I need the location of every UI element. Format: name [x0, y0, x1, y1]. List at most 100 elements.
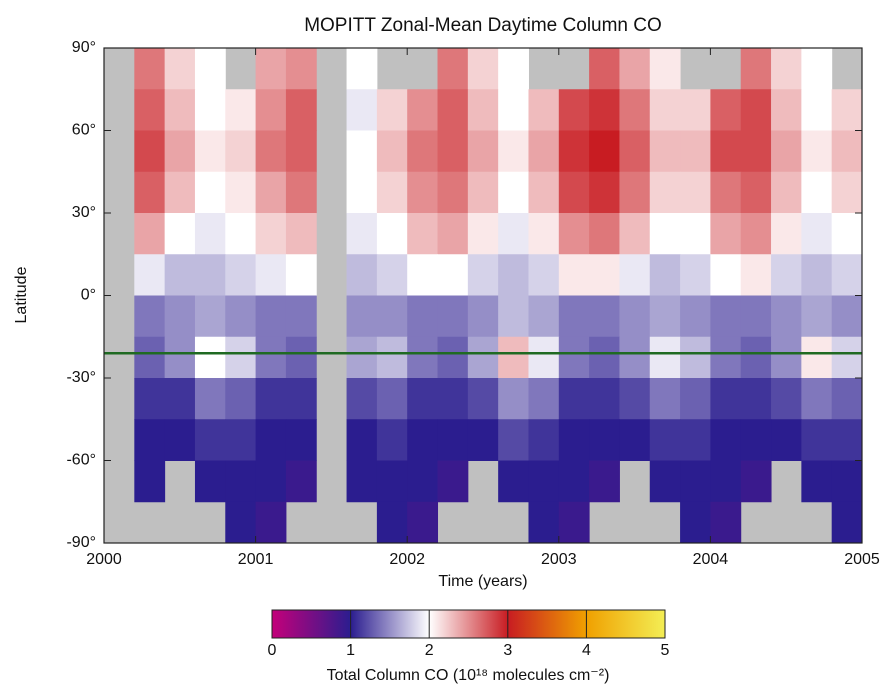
heatmap-cell	[801, 89, 833, 131]
heatmap-cell	[558, 130, 590, 173]
heatmap-cell	[255, 171, 287, 214]
heatmap-cell	[437, 378, 469, 420]
heatmap-cell	[134, 254, 166, 296]
x-tick-label: 2003	[541, 551, 577, 568]
heatmap-cell	[225, 419, 257, 461]
heatmap-cell	[164, 254, 196, 296]
heatmap-cell	[498, 378, 529, 420]
heatmap-cell	[407, 171, 439, 214]
heatmap-cell	[255, 336, 287, 379]
heatmap-cell	[225, 295, 257, 338]
heatmap-cell	[437, 336, 469, 379]
heatmap-cell	[498, 213, 529, 255]
heatmap-cell	[225, 254, 257, 296]
heatmap-cell	[771, 89, 802, 131]
heatmap-cell	[801, 419, 833, 461]
heatmap-cell	[619, 378, 651, 420]
heatmap-cell	[801, 460, 833, 503]
heatmap-cell	[831, 295, 863, 338]
heatmap-cell	[589, 89, 620, 131]
chart-title: MOPITT Zonal-Mean Daytime Column CO	[304, 15, 662, 36]
heatmap-cell	[771, 419, 802, 461]
heatmap-cell	[467, 89, 499, 131]
heatmap-cell	[771, 295, 802, 338]
heatmap-cell	[285, 336, 317, 379]
heatmap-cell	[467, 48, 499, 90]
heatmap-cell	[346, 254, 378, 296]
heatmap-cell	[255, 378, 287, 420]
heatmap-cell	[528, 295, 560, 338]
heatmap-cell	[740, 419, 772, 461]
heatmap-cell	[558, 336, 590, 379]
heatmap-cell	[437, 254, 469, 296]
heatmap-cell	[619, 419, 651, 461]
heatmap-cell	[801, 130, 833, 173]
heatmap-cell	[346, 171, 378, 214]
heatmap-cell	[437, 171, 469, 214]
heatmap-cell	[255, 295, 287, 338]
heatmap-cell	[649, 213, 681, 255]
heatmap-cell	[134, 130, 166, 173]
heatmap-cell	[376, 89, 408, 131]
heatmap-cell	[771, 171, 802, 214]
heatmap-cell	[225, 89, 257, 131]
heatmap-cell	[619, 254, 651, 296]
heatmap-cell	[346, 336, 378, 379]
heatmap-cell	[498, 48, 529, 90]
y-axis-label: Latitude	[13, 266, 30, 323]
heatmap-cell	[498, 130, 529, 173]
heatmap-cell	[589, 336, 620, 379]
heatmap-cell	[558, 295, 590, 338]
heatmap-cell	[831, 130, 863, 173]
heatmap-cell	[255, 213, 287, 255]
colorbar-tick-label: 1	[346, 642, 355, 659]
heatmap-cell	[680, 89, 711, 131]
heatmap-cell	[134, 295, 166, 338]
heatmap-cell	[407, 419, 439, 461]
heatmap-cell	[831, 89, 863, 131]
heatmap-cell	[831, 171, 863, 214]
heatmap-cell	[589, 48, 620, 90]
heatmap-cell	[710, 378, 742, 420]
heatmap-cell	[528, 378, 560, 420]
heatmap-cell	[498, 419, 529, 461]
heatmap-cell	[528, 130, 560, 173]
heatmap-cell	[710, 295, 742, 338]
heatmap-cell	[498, 254, 529, 296]
heatmap-cell	[164, 378, 196, 420]
heatmap-cell	[710, 89, 742, 131]
heatmap-cell	[528, 501, 560, 544]
heatmap-cell	[680, 460, 711, 503]
heatmap-cell	[407, 254, 439, 296]
heatmap-cell	[134, 460, 166, 503]
heatmap-cell	[680, 378, 711, 420]
heatmap-cell	[407, 501, 439, 544]
heatmap-cell	[528, 419, 560, 461]
heatmap-cell	[346, 378, 378, 420]
heatmap-cell	[194, 48, 226, 90]
heatmap-cell	[558, 171, 590, 214]
heatmap-cell	[649, 130, 681, 173]
heatmap-cell	[558, 378, 590, 420]
heatmap-cell	[467, 130, 499, 173]
heatmap-cell	[225, 501, 257, 544]
heatmap-cell	[740, 254, 772, 296]
heatmap-cell	[285, 419, 317, 461]
heatmap-cell	[134, 89, 166, 131]
heatmap-cell	[680, 419, 711, 461]
heatmap-cell	[134, 419, 166, 461]
heatmap-cell	[710, 213, 742, 255]
heatmap-cell	[680, 213, 711, 255]
colorbar-tick-label: 5	[661, 642, 670, 659]
heatmap-cell	[467, 295, 499, 338]
heatmap-cell	[558, 254, 590, 296]
x-tick-label: 2004	[693, 551, 729, 568]
heatmap-cell	[255, 419, 287, 461]
heatmap-cell	[376, 460, 408, 503]
heatmap-cell	[285, 254, 317, 296]
colorbar	[271, 609, 666, 639]
colorbar-tick-label: 0	[268, 642, 277, 659]
y-tick-label: 30°	[72, 204, 96, 221]
heatmap-cell	[194, 295, 226, 338]
